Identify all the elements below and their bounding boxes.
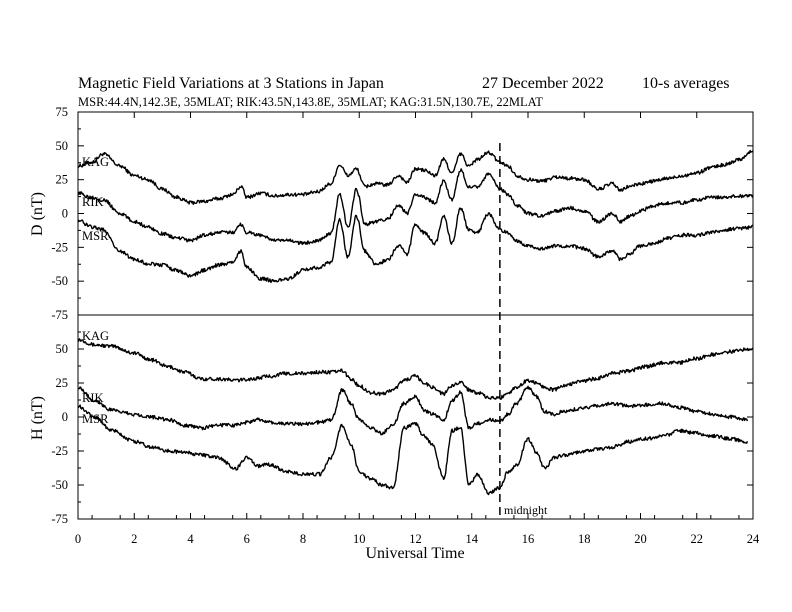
midnight-label: midnight bbox=[504, 503, 548, 517]
d-y-tick-label: 75 bbox=[56, 105, 69, 119]
d-series-lines bbox=[77, 149, 754, 283]
d-series-line-msr bbox=[77, 207, 754, 283]
h-series-line-rik bbox=[77, 385, 749, 436]
d-series-line-kag bbox=[77, 149, 754, 206]
h-series-lines bbox=[77, 338, 754, 496]
d-series-line-rik bbox=[77, 168, 754, 246]
h-y-tick-label: 0 bbox=[62, 410, 68, 424]
h-y-tick-label: -25 bbox=[51, 444, 68, 458]
x-tick-label: 12 bbox=[409, 532, 422, 546]
x-tick-label: 24 bbox=[747, 532, 760, 546]
x-axis: 0 2 4 6 8 10 12 14 16 18 20 22 24 bbox=[75, 112, 760, 546]
h-label-msr: MSR bbox=[82, 412, 109, 426]
h-y-ticks: -75 -50 -25 0 25 50 bbox=[51, 331, 753, 526]
d-y-tick-label: 25 bbox=[56, 173, 69, 187]
d-label-msr: MSR bbox=[82, 229, 109, 243]
d-label-kag: KAG bbox=[82, 155, 109, 169]
x-tick-label: 6 bbox=[244, 532, 250, 546]
h-y-tick-label: -50 bbox=[51, 478, 68, 492]
x-tick-label: 2 bbox=[131, 532, 137, 546]
h-label-rik: RIK bbox=[82, 391, 104, 405]
chart-title: Magnetic Field Variations at 3 Stations … bbox=[78, 75, 384, 92]
x-tick-label: 4 bbox=[187, 532, 194, 546]
x-axis-label: Universal Time bbox=[365, 545, 464, 562]
d-y-tick-label: 0 bbox=[62, 207, 68, 221]
d-y-tick-label: -75 bbox=[51, 308, 68, 322]
panel-d: D (nT) -75 -50 -25 0 25 50 75 KAG RIK MSR bbox=[29, 105, 754, 322]
x-tick-label: 0 bbox=[75, 532, 81, 546]
h-y-tick-label: -75 bbox=[51, 512, 68, 526]
x-tick-label: 16 bbox=[522, 532, 535, 546]
h-y-tick-label: 50 bbox=[56, 342, 69, 356]
chart-averaging: 10-s averages bbox=[642, 75, 730, 92]
x-tick-label: 18 bbox=[578, 532, 591, 546]
x-tick-label: 14 bbox=[466, 532, 479, 546]
x-tick-label: 22 bbox=[691, 532, 704, 546]
panel-h: H (nT) -75 -50 -25 0 25 50 KAG RIK MSR bbox=[29, 329, 754, 526]
d-y-ticks: -75 -50 -25 0 25 50 75 bbox=[51, 105, 753, 322]
d-y-tick-label: 50 bbox=[56, 139, 69, 153]
chart-date: 27 December 2022 bbox=[482, 75, 604, 92]
d-axis-label: D (nT) bbox=[29, 192, 46, 236]
x-tick-label: 8 bbox=[300, 532, 306, 546]
d-label-rik: RIK bbox=[82, 195, 104, 209]
h-series-line-kag bbox=[77, 338, 754, 400]
h-axis-label: H (nT) bbox=[29, 396, 46, 440]
h-label-kag: KAG bbox=[82, 329, 109, 343]
x-tick-label: 10 bbox=[353, 532, 366, 546]
chart-subtitle: MSR:44.4N,142.3E, 35MLAT; RIK:43.5N,143.… bbox=[78, 95, 543, 109]
x-tick-label: 20 bbox=[634, 532, 647, 546]
h-y-tick-label: 25 bbox=[56, 376, 69, 390]
h-series-line-msr bbox=[77, 404, 749, 496]
d-y-tick-label: -50 bbox=[51, 274, 68, 288]
d-y-tick-label: -25 bbox=[51, 240, 68, 254]
